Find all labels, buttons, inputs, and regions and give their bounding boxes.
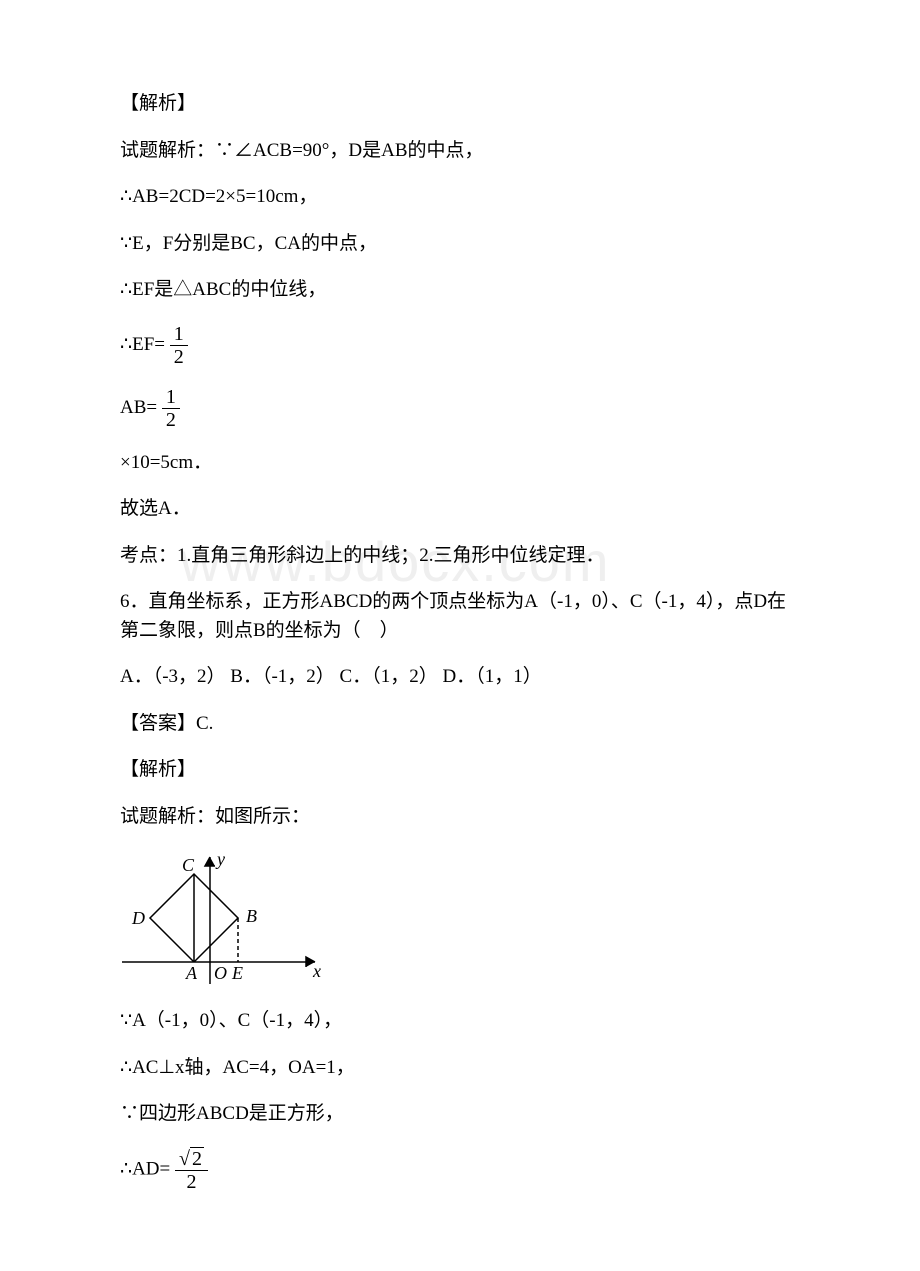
equation-line: AB= 1 2 [120,386,800,431]
figure-svg: C D B A O E x y [120,849,325,989]
fraction-numerator: √2 [175,1147,208,1171]
fraction-one-half: 1 2 [170,323,188,368]
radicand: 2 [190,1147,204,1170]
text-line: ×10=5cm． [120,449,800,478]
answer-text: 【答案】C. [120,710,800,739]
question-text: 6．直角坐标系，正方形ABCD的两个顶点坐标为A（-1，0）、C（-1，4），点… [120,588,800,645]
label-O: O [214,963,227,983]
text-line: 考点：1.直角三角形斜边上的中线；2.三角形中位线定理． [120,542,800,571]
text-line: ∵四边形ABCD是正方形， [120,1100,800,1129]
text-line: ∴AC⊥x轴，AC=4，OA=1， [120,1054,800,1083]
equation-line: ∴EF= 1 2 [120,323,800,368]
text-line: ∴EF是△ABC的中位线， [120,276,800,305]
text-line: ∵A（-1，0）、C（-1，4）， [120,1007,800,1036]
text-line: 试题解析：如图所示： [120,803,800,832]
fraction-denominator: 2 [175,1171,208,1193]
sqrt-icon: √2 [179,1147,204,1170]
heading-analysis: 【解析】 [120,756,800,785]
label-x: x [312,961,321,981]
fraction-numerator: 1 [162,386,180,409]
heading-analysis: 【解析】 [120,90,800,119]
fraction-denominator: 2 [170,346,188,368]
text-line: 试题解析：∵∠ACB=90°，D是AB的中点， [120,137,800,166]
prefix-text: ∴AD= [120,1158,170,1179]
prefix-text: AB= [120,396,157,417]
options-text: A．（-3，2） B．（-1，2） C．（1，2） D．（1，1） [120,663,800,692]
label-C: C [182,855,195,875]
label-y: y [215,849,225,869]
fraction-one-half: 1 2 [162,386,180,431]
fraction-sqrt2-over-2: √2 2 [175,1147,208,1193]
coordinate-figure: C D B A O E x y [120,849,800,989]
equation-line: ∴AD= √2 2 [120,1147,800,1193]
fraction-denominator: 2 [162,409,180,431]
label-A: A [185,963,198,983]
label-E: E [231,963,243,983]
label-D: D [131,908,145,928]
text-line: ∴AB=2CD=2×5=10cm， [120,183,800,212]
label-B: B [246,906,257,926]
document-body: 【解析】 试题解析：∵∠ACB=90°，D是AB的中点， ∴AB=2CD=2×5… [120,90,800,1193]
text-line: ∵E，F分别是BC，CA的中点， [120,230,800,259]
text-line: 故选A． [120,495,800,524]
prefix-text: ∴EF= [120,333,165,354]
fraction-numerator: 1 [170,323,188,346]
